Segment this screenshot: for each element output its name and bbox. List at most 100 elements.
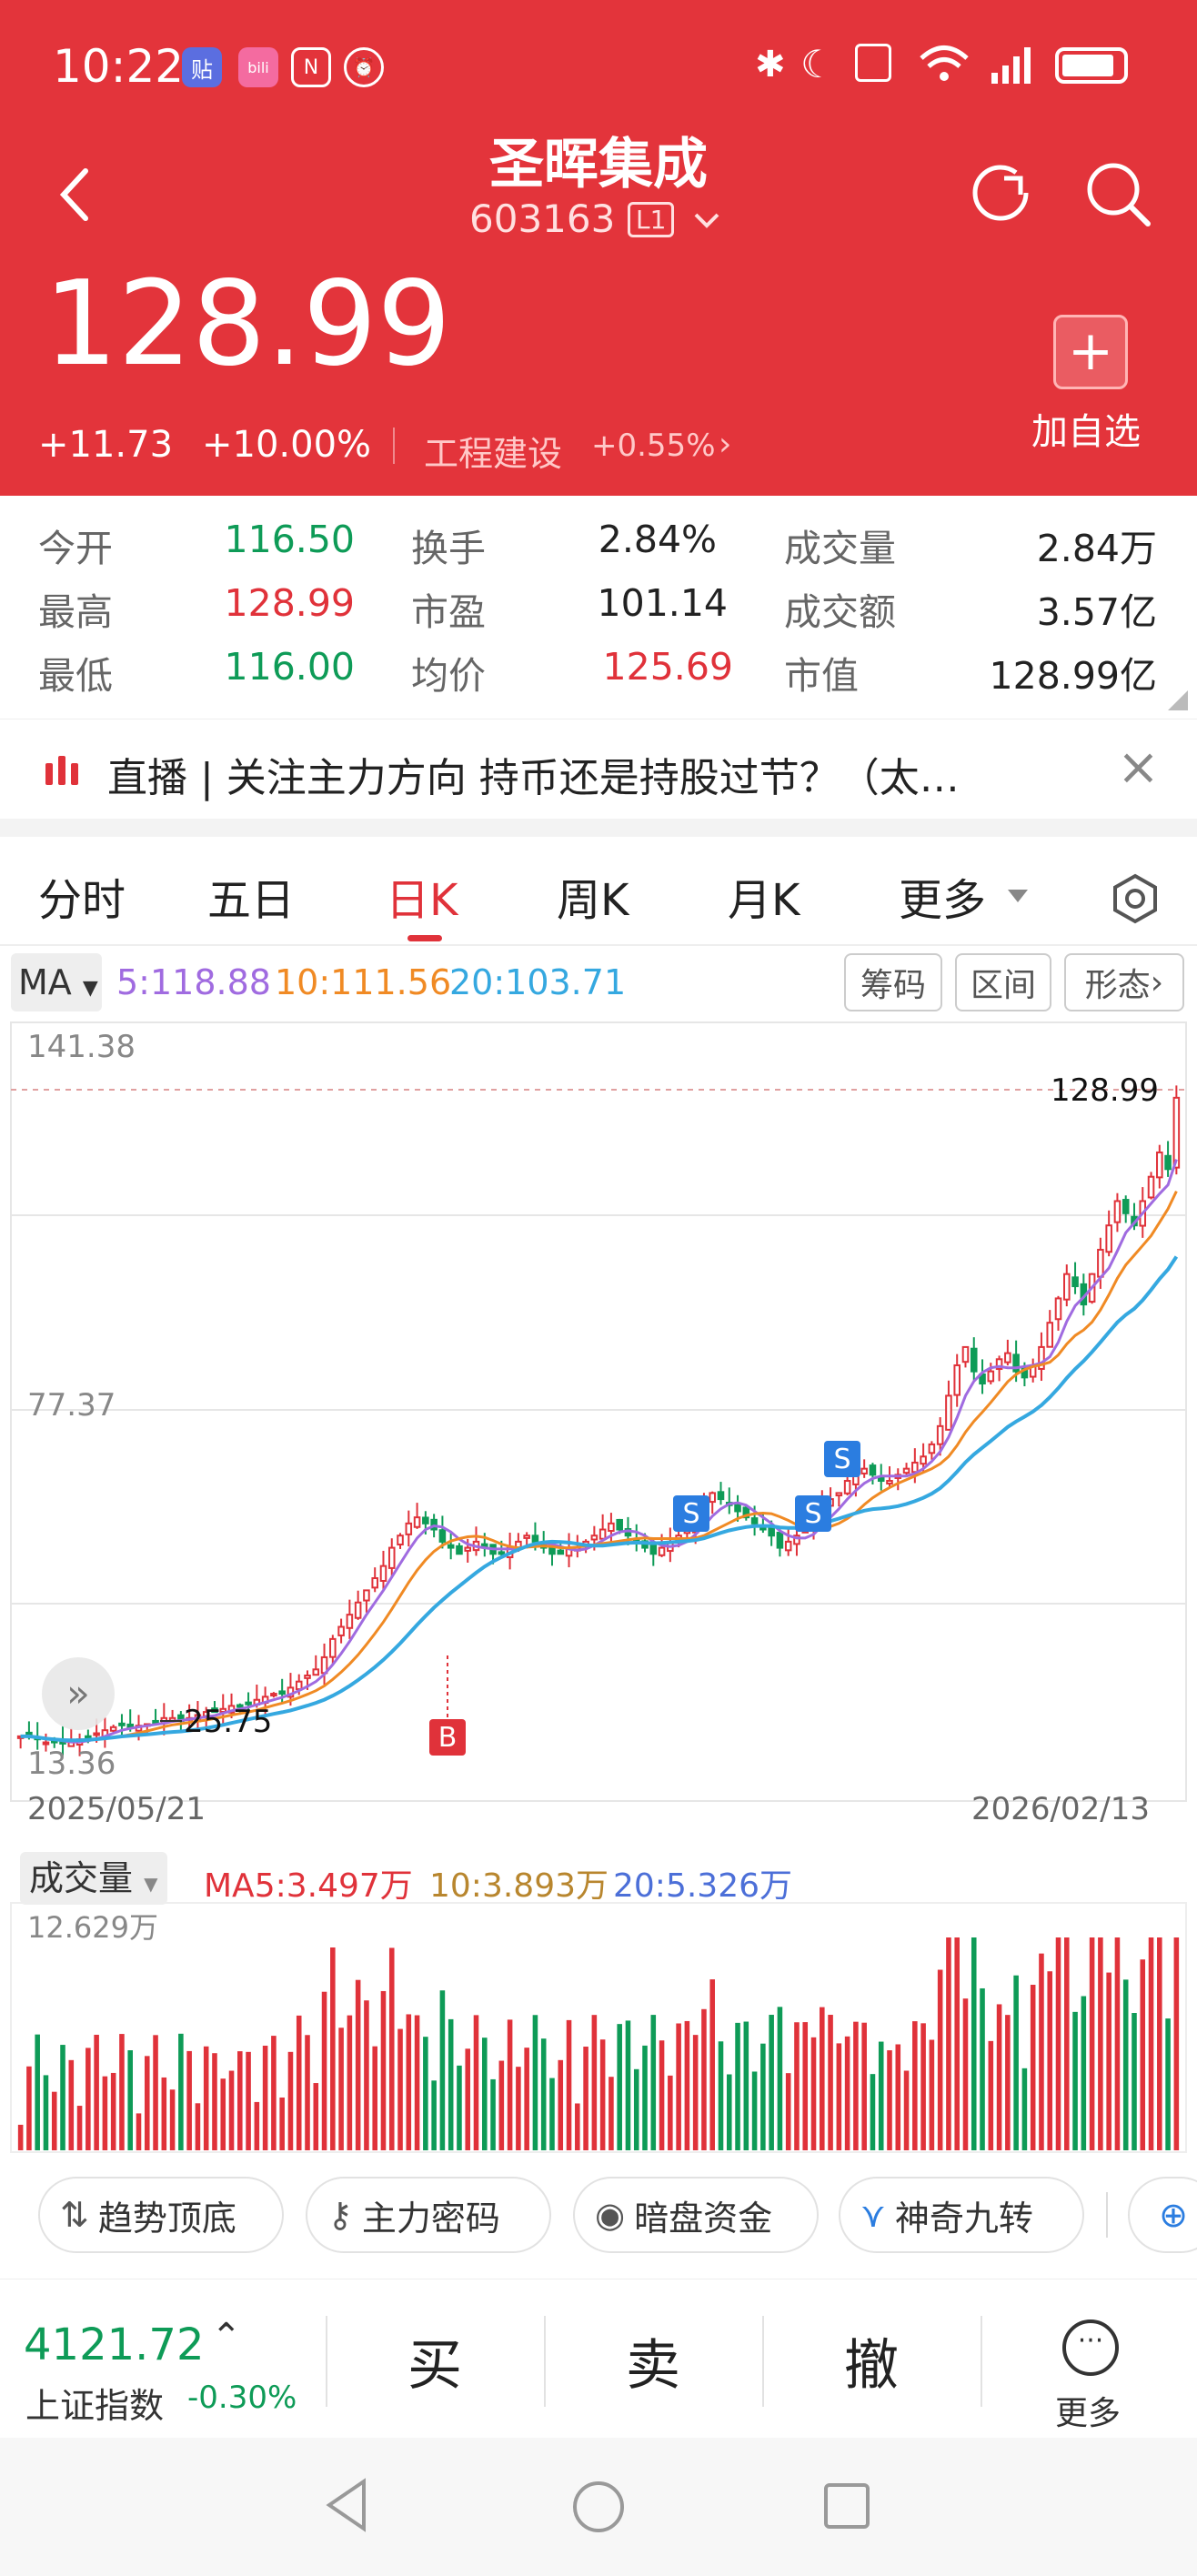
volume-bar: [558, 2059, 564, 2150]
tool-dark-pool[interactable]: ◉ 暗盘资金: [573, 2177, 819, 2253]
sell-marker[interactable]: [673, 1495, 709, 1532]
candle: [590, 1535, 598, 1541]
add-watch-button[interactable]: +: [1053, 315, 1128, 389]
x-start-label: 2025/05/21: [27, 1791, 206, 1827]
period-tabs: 分时 五日 日K 周K 月K 更多: [0, 837, 1197, 946]
volume-bar: [287, 2051, 294, 2150]
candle: [304, 1674, 311, 1679]
kline-chart[interactable]: 141.38 77.37 13.36 128.99 25.75 B S S S …: [0, 1019, 1197, 1846]
volume-bar: [1030, 1985, 1036, 2150]
volume-bar: [718, 2041, 724, 2150]
volume-bar: [161, 2077, 167, 2150]
quote-label: 市值: [784, 654, 859, 698]
candle: [1063, 1273, 1071, 1301]
volume-selector[interactable]: 成交量 ▼: [20, 1852, 167, 1905]
live-text[interactable]: 直播 | 关注主力方向 持币还是持股过节？（太…: [107, 755, 960, 801]
volume-bar: [583, 2047, 588, 2150]
volume-bar: [549, 2078, 555, 2150]
index-pct[interactable]: -0.30%: [187, 2380, 297, 2416]
tool-main-force-code[interactable]: ⚷ 主力密码: [306, 2177, 551, 2253]
close-icon[interactable]: ×: [1117, 738, 1160, 797]
chevron-up-icon[interactable]: ⌃: [211, 2316, 242, 2358]
pattern-button[interactable]: 形态 ›: [1064, 953, 1184, 1011]
vol-ma10: 10:3.893万: [429, 1867, 609, 1905]
y-mid-label: 77.37: [27, 1387, 116, 1424]
candle: [658, 1546, 666, 1556]
tab-weekly-k[interactable]: 周K: [557, 875, 629, 926]
index-name[interactable]: 上证指数: [25, 2386, 165, 2426]
volume-bar: [102, 2076, 108, 2150]
candle: [961, 1345, 970, 1363]
candle: [245, 1701, 252, 1706]
ma-selector[interactable]: MA ▼: [11, 953, 102, 1011]
volume-bar: [355, 1979, 361, 2150]
dropdown-icon: ▼: [82, 977, 98, 1000]
quote-value: 116.50: [224, 518, 355, 561]
volume-bar: [1148, 1937, 1154, 2150]
range-button[interactable]: 区间: [955, 953, 1051, 1011]
sell-marker[interactable]: [795, 1495, 831, 1532]
sell-button[interactable]: 卖: [626, 2334, 680, 2398]
volume-bar: [735, 2022, 740, 2150]
live-banner[interactable]: 直播 | 关注主力方向 持币还是持股过节？（太… ×: [0, 719, 1197, 819]
dropdown-icon[interactable]: [1006, 886, 1030, 904]
volume-bar: [414, 2015, 420, 2150]
sector-pct[interactable]: +0.55%: [591, 428, 716, 464]
volume-bar: [35, 2034, 40, 2150]
candle: [438, 1529, 447, 1543]
buy-button[interactable]: 买: [407, 2334, 462, 2398]
tab-more[interactable]: 更多: [899, 875, 987, 926]
volume-bar: [903, 2070, 910, 2150]
ma10-value: 10:111.56: [275, 962, 452, 1002]
tool-magic-nine[interactable]: ⋎ 神奇九转: [839, 2177, 1084, 2253]
expand-left-button[interactable]: [42, 1657, 115, 1730]
candle: [843, 1480, 851, 1494]
crosshair-icon[interactable]: ⊕: [1128, 2177, 1197, 2253]
expand-corner-icon[interactable]: [1166, 689, 1190, 712]
chevron-right-icon[interactable]: ›: [719, 426, 732, 463]
volume-bar: [482, 2038, 488, 2150]
tab-daily-k[interactable]: 日K: [386, 875, 458, 926]
tool-trend-top-bottom[interactable]: ⇅ 趋势顶底: [38, 2177, 284, 2253]
sell-marker-label: S: [804, 1498, 821, 1530]
candle: [346, 1614, 354, 1629]
back-icon[interactable]: [56, 167, 93, 222]
chevron-down-icon[interactable]: [693, 211, 720, 229]
cancel-order-button[interactable]: 撤: [844, 2334, 899, 2398]
candle: [1021, 1366, 1029, 1379]
share-icon[interactable]: [968, 160, 1033, 226]
search-icon[interactable]: [1084, 160, 1153, 229]
candle: [784, 1540, 792, 1552]
candle: [278, 1690, 286, 1696]
tab-minute[interactable]: 分时: [38, 875, 126, 926]
candle: [379, 1565, 387, 1583]
sell-marker[interactable]: [824, 1441, 860, 1477]
quote-label: 最低: [38, 654, 113, 698]
nav-recents-icon[interactable]: [822, 2481, 871, 2531]
volume-bar: [186, 2050, 192, 2150]
quote-value: 101.14: [597, 581, 728, 625]
settings-icon[interactable]: [1110, 873, 1161, 924]
buy-marker[interactable]: [429, 1719, 466, 1756]
candle: [295, 1680, 303, 1691]
ma5-line: [20, 1159, 1178, 1744]
nav-back-icon[interactable]: [324, 2478, 369, 2532]
level-badge[interactable]: L1: [628, 202, 675, 237]
add-watch-label[interactable]: 加自选: [1031, 411, 1141, 453]
volume-bar: [912, 2021, 918, 2150]
quote-value: 125.69: [602, 645, 733, 689]
volume-bar: [996, 2004, 1002, 2150]
volume-chart[interactable]: [0, 1901, 1197, 2156]
more-label[interactable]: 更多: [1055, 2395, 1122, 2432]
quote-label: 均价: [411, 654, 486, 698]
chips-button[interactable]: 筹码: [844, 953, 942, 1011]
divider: [544, 2316, 546, 2407]
sector-name[interactable]: 工程建设: [424, 434, 563, 474]
tab-monthly-k[interactable]: 月K: [728, 875, 800, 926]
candle: [928, 1443, 936, 1454]
tab-five-day[interactable]: 五日: [207, 875, 296, 926]
volume-bar: [271, 2036, 277, 2150]
index-value[interactable]: 4121.72: [24, 2319, 205, 2370]
nav-home-icon[interactable]: [571, 2480, 626, 2534]
more-dots-icon[interactable]: ···: [1062, 2319, 1119, 2376]
